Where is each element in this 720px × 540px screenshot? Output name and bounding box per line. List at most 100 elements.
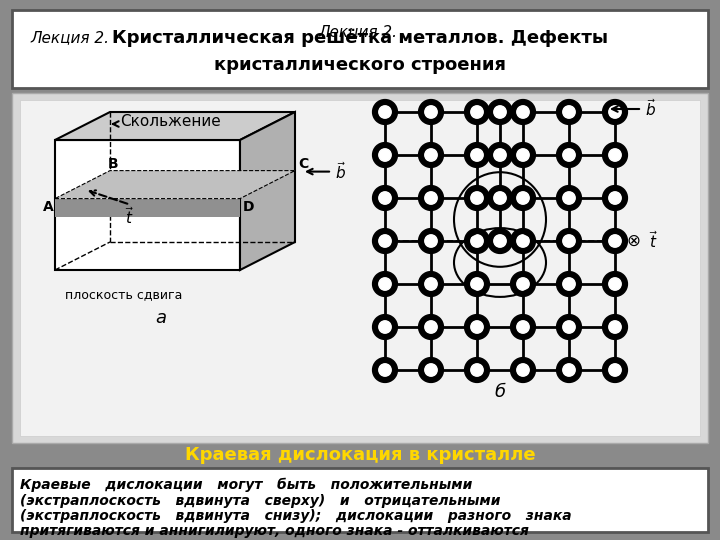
Circle shape: [510, 186, 536, 211]
Polygon shape: [55, 171, 295, 199]
Circle shape: [563, 321, 575, 333]
Circle shape: [609, 106, 621, 118]
Circle shape: [517, 149, 529, 161]
Text: D: D: [243, 200, 254, 214]
Polygon shape: [240, 112, 295, 270]
Circle shape: [464, 143, 490, 167]
Circle shape: [487, 228, 513, 253]
Circle shape: [510, 315, 536, 340]
Circle shape: [464, 272, 490, 296]
Circle shape: [603, 143, 627, 167]
Circle shape: [563, 149, 575, 161]
Circle shape: [372, 315, 397, 340]
Text: B: B: [108, 157, 119, 171]
Circle shape: [609, 278, 621, 290]
Bar: [12, 468, 708, 532]
Circle shape: [557, 99, 582, 124]
Circle shape: [510, 357, 536, 382]
Circle shape: [557, 228, 582, 253]
Polygon shape: [55, 199, 240, 217]
Text: A: A: [43, 200, 54, 214]
Circle shape: [557, 357, 582, 382]
Circle shape: [425, 235, 437, 247]
Circle shape: [372, 228, 397, 253]
Circle shape: [510, 272, 536, 296]
Circle shape: [603, 272, 627, 296]
Bar: [12, 93, 708, 443]
Circle shape: [425, 364, 437, 376]
Circle shape: [464, 357, 490, 382]
Text: кристаллического строения: кристаллического строения: [214, 56, 506, 74]
Bar: [12, 10, 708, 88]
Circle shape: [372, 99, 397, 124]
Circle shape: [372, 186, 397, 211]
Circle shape: [379, 192, 391, 204]
Circle shape: [494, 235, 506, 247]
Circle shape: [418, 186, 444, 211]
Circle shape: [609, 321, 621, 333]
Circle shape: [418, 272, 444, 296]
Circle shape: [379, 149, 391, 161]
Text: $\otimes$: $\otimes$: [626, 232, 640, 250]
Text: б: б: [495, 383, 505, 401]
Circle shape: [510, 143, 536, 167]
Circle shape: [494, 106, 506, 118]
Bar: [20, 100, 700, 436]
Circle shape: [379, 235, 391, 247]
Circle shape: [487, 143, 513, 167]
Circle shape: [471, 235, 483, 247]
Circle shape: [425, 149, 437, 161]
Circle shape: [494, 149, 506, 161]
Circle shape: [557, 186, 582, 211]
Text: $\vec{t}$: $\vec{t}$: [125, 206, 134, 227]
Circle shape: [563, 364, 575, 376]
Circle shape: [557, 315, 582, 340]
Circle shape: [609, 235, 621, 247]
Circle shape: [510, 99, 536, 124]
Text: (экстраплоскость   вдвинута   сверху)   и   отрицательными: (экстраплоскость вдвинута сверху) и отри…: [20, 494, 500, 508]
Circle shape: [517, 106, 529, 118]
Text: Кристаллическая решётка металлов. Дефекты: Кристаллическая решётка металлов. Дефект…: [112, 29, 608, 47]
Circle shape: [517, 321, 529, 333]
Polygon shape: [55, 140, 240, 270]
Text: Краевые   дислокации   могут   быть   положительными: Краевые дислокации могут быть положитель…: [20, 478, 472, 492]
Circle shape: [464, 315, 490, 340]
Circle shape: [379, 321, 391, 333]
Circle shape: [557, 272, 582, 296]
Circle shape: [425, 321, 437, 333]
Circle shape: [494, 192, 506, 204]
Text: притягиваются и аннигилируют, одного знака - отталкиваются: притягиваются и аннигилируют, одного зна…: [20, 524, 529, 538]
Circle shape: [603, 99, 627, 124]
Text: $\vec{t}$: $\vec{t}$: [649, 231, 658, 252]
Circle shape: [372, 143, 397, 167]
Circle shape: [425, 278, 437, 290]
Circle shape: [425, 106, 437, 118]
Text: $\vec{b}$: $\vec{b}$: [335, 161, 346, 182]
Text: C: C: [298, 157, 308, 171]
Circle shape: [517, 235, 529, 247]
Circle shape: [471, 192, 483, 204]
Circle shape: [379, 106, 391, 118]
Circle shape: [379, 364, 391, 376]
Circle shape: [603, 228, 627, 253]
Circle shape: [471, 321, 483, 333]
Circle shape: [487, 99, 513, 124]
Circle shape: [563, 235, 575, 247]
Text: Краевая дислокация в кристалле: Краевая дислокация в кристалле: [185, 446, 535, 464]
Text: а: а: [156, 309, 167, 327]
Circle shape: [517, 278, 529, 290]
Text: (экстраплоскость   вдвинута   снизу);   дислокации   разного   знака: (экстраплоскость вдвинута снизу); дислок…: [20, 509, 572, 523]
Circle shape: [510, 228, 536, 253]
Circle shape: [517, 364, 529, 376]
Circle shape: [471, 364, 483, 376]
Text: Лекция 2.: Лекция 2.: [318, 24, 402, 39]
Text: плоскость сдвига: плоскость сдвига: [65, 288, 182, 301]
Circle shape: [418, 99, 444, 124]
Circle shape: [487, 186, 513, 211]
Circle shape: [471, 149, 483, 161]
Text: Лекция 2.: Лекция 2.: [30, 30, 114, 45]
Circle shape: [425, 192, 437, 204]
Circle shape: [464, 186, 490, 211]
Circle shape: [418, 357, 444, 382]
Circle shape: [418, 228, 444, 253]
